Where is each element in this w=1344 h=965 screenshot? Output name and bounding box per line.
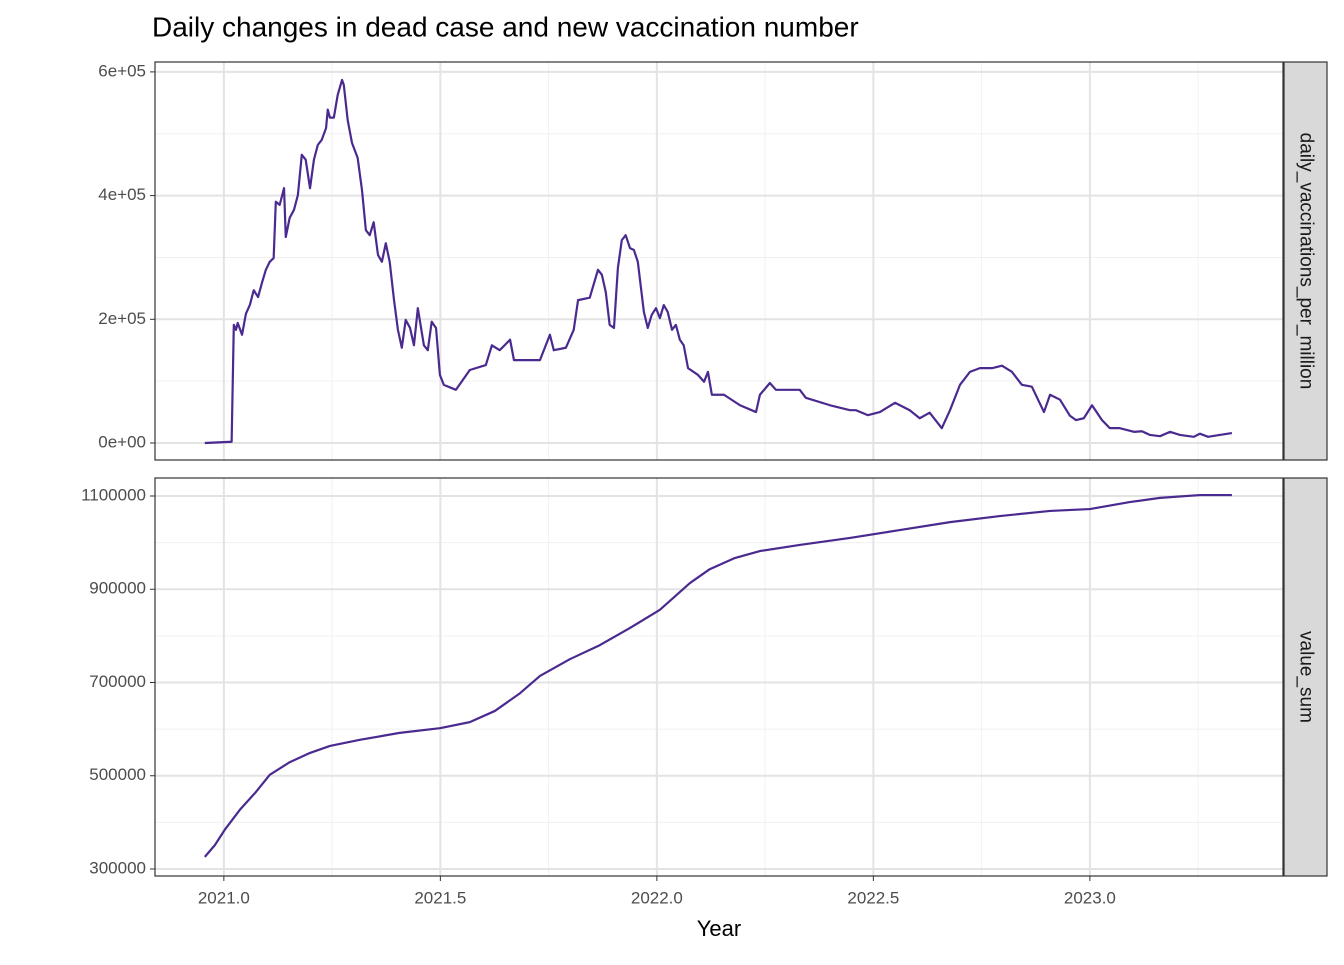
y-tick-label: 300000 — [89, 858, 146, 877]
y-tick-label: 500000 — [89, 765, 146, 784]
x-tick-label: 2022.0 — [631, 888, 683, 907]
x-axis-title: Year — [697, 916, 741, 941]
data-line — [204, 78, 1233, 445]
panel-background — [155, 478, 1283, 876]
y-tick-label: 0e+00 — [98, 432, 146, 451]
x-tick-label: 2022.5 — [847, 888, 899, 907]
panel-border — [154, 61, 1284, 461]
y-tick-label: 2e+05 — [98, 309, 146, 328]
panel-background — [155, 62, 1283, 460]
x-tick-label: 2021.5 — [414, 888, 466, 907]
data-line — [203, 493, 1232, 858]
y-tick-label: 700000 — [89, 672, 146, 691]
x-tick-label: 2023.0 — [1064, 888, 1116, 907]
y-tick-label: 900000 — [89, 579, 146, 598]
y-tick-label: 4e+05 — [98, 185, 146, 204]
facet-strip-label: value_sum — [1295, 631, 1316, 723]
chart-title: Daily changes in dead case and new vacci… — [152, 11, 859, 42]
facet-strip — [1283, 477, 1328, 877]
y-tick-label: 1100000 — [81, 485, 146, 504]
x-tick-label: 2021.0 — [198, 888, 250, 907]
y-tick-label: 6e+05 — [98, 61, 146, 80]
facet-strip-label: daily_vaccinations_per_million — [1295, 133, 1316, 390]
facet-strip — [1283, 61, 1328, 461]
panel-border — [154, 477, 1284, 877]
